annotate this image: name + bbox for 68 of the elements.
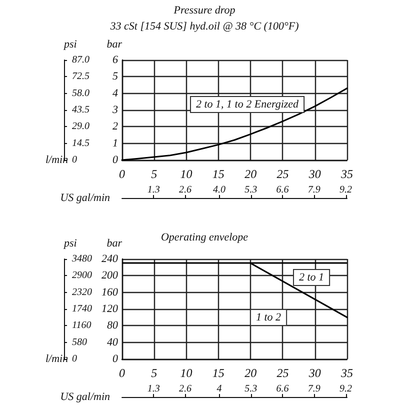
x2-tick-label: 5.3 (244, 384, 258, 394)
y-tick-label: 120 (102, 303, 118, 315)
x2-tick-label: 4 (216, 384, 222, 394)
x2-axis-title: US gal/min (60, 192, 110, 204)
y-tick-label: 0 (112, 154, 118, 166)
y-tick-label: 3 (112, 104, 118, 116)
x2-tick-label: 1.3 (147, 184, 160, 196)
y2-axis-title: psi (63, 38, 77, 50)
annotation: 2 to 1, 1 to 2 Energized (196, 98, 300, 110)
y2-tick-label: 580 (72, 336, 87, 348)
x-tick-label: 30 (308, 167, 321, 181)
x2-tick-label: 7.9 (308, 184, 320, 196)
x-tick-label: 10 (180, 167, 192, 181)
y-tick-label: 80 (107, 320, 118, 332)
y2-tick-label: 43.5 (72, 104, 90, 116)
y-tick-label: 5 (112, 70, 118, 83)
x-tick-label: 15 (212, 167, 224, 181)
x-tick-label: 30 (308, 366, 321, 380)
x2-tick-label: 2.6 (178, 184, 192, 196)
chart-title: Pressure drop (172, 4, 236, 16)
y2-tick-label: 0 (72, 154, 77, 166)
x2-tick-label: 1.3 (147, 384, 160, 394)
chart-title: Operating envelope (160, 232, 248, 244)
x2-tick-label: 2.6 (178, 384, 192, 394)
y2-tick-label: 0 (72, 354, 77, 364)
x2-tick-label: 6.6 (276, 184, 289, 196)
x-tick-label: 25 (276, 167, 289, 181)
x-tick-label: 20 (244, 167, 257, 181)
x2-tick-label: 6.6 (276, 384, 289, 394)
y2-tick-label: 3480 (71, 254, 92, 264)
y-tick-label: 240 (102, 253, 118, 265)
x-tick-label: 15 (212, 366, 224, 380)
x2-tick-label: 9.2 (340, 384, 352, 394)
x-tick-label: 20 (244, 366, 257, 380)
y2-axis-title: psi (63, 238, 77, 250)
y2-tick-label: 2900 (72, 270, 92, 282)
y2-tick-label: 1160 (72, 320, 92, 332)
x-tick-label: 25 (276, 366, 289, 380)
x-tick-label: 10 (180, 366, 192, 380)
y2-tick-label: 29.0 (72, 121, 90, 132)
y-axis-title: bar (106, 238, 123, 250)
x2-axis-title: US gal/min (60, 391, 110, 403)
y2-tick-label: 14.5 (72, 138, 90, 149)
y-tick-label: 1 (112, 137, 118, 150)
x2-tick-label: 7.9 (308, 384, 320, 394)
x-tick-label: 35 (340, 366, 353, 380)
y-tick-label: 200 (102, 270, 118, 282)
annotation: 1 to 2 (256, 312, 282, 324)
y-tick-label: 4 (112, 87, 118, 100)
x2-tick-label: 5.3 (244, 184, 258, 196)
chart-subtitle: 33 cSt [154 SUS] hyd.oil @ 38 °C (100°F) (109, 20, 300, 32)
y2-tick-label: 72.5 (72, 71, 90, 82)
x-tick-label: 35 (340, 167, 353, 181)
y-tick-label: 2 (112, 120, 118, 133)
x2-tick-label: 9.2 (340, 184, 352, 196)
y2-tick-label: 2320 (72, 286, 92, 298)
x2-tick-label: 4.0 (213, 184, 226, 196)
y-axis-title: bar (106, 38, 123, 50)
annotation: 2 to 1 (299, 272, 324, 284)
x-tick-label: 5 (151, 366, 158, 380)
y2-tick-label: 1740 (72, 304, 92, 314)
y-tick-label: 6 (112, 54, 118, 66)
y2-tick-label: 58.0 (72, 88, 90, 99)
y2-tick-label: 87.0 (72, 54, 90, 66)
y-tick-label: 0 (112, 353, 118, 365)
y-tick-label: 40 (107, 336, 118, 348)
y-tick-label: 160 (102, 286, 118, 298)
x-tick-label: 5 (151, 167, 158, 181)
